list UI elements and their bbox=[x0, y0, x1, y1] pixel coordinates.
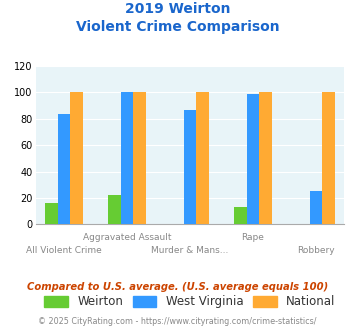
Legend: Weirton, West Virginia, National: Weirton, West Virginia, National bbox=[40, 290, 340, 313]
Bar bbox=[45, 203, 58, 224]
Text: Compared to U.S. average. (U.S. average equals 100): Compared to U.S. average. (U.S. average … bbox=[27, 282, 328, 292]
Text: Murder & Mans...: Murder & Mans... bbox=[151, 246, 229, 255]
Bar bbox=[234, 207, 247, 224]
Bar bbox=[121, 92, 133, 224]
Bar bbox=[247, 94, 259, 224]
Text: © 2025 CityRating.com - https://www.cityrating.com/crime-statistics/: © 2025 CityRating.com - https://www.city… bbox=[38, 317, 317, 326]
Bar bbox=[259, 92, 272, 224]
Text: 2019 Weirton: 2019 Weirton bbox=[125, 2, 230, 16]
Bar bbox=[70, 92, 83, 224]
Text: Rape: Rape bbox=[241, 233, 264, 242]
Bar bbox=[322, 92, 335, 224]
Text: All Violent Crime: All Violent Crime bbox=[26, 246, 102, 255]
Bar bbox=[108, 195, 121, 224]
Bar bbox=[133, 92, 146, 224]
Bar bbox=[196, 92, 209, 224]
Text: Robbery: Robbery bbox=[297, 246, 335, 255]
Bar bbox=[310, 191, 322, 224]
Text: Violent Crime Comparison: Violent Crime Comparison bbox=[76, 20, 279, 34]
Bar bbox=[58, 114, 70, 224]
Text: Aggravated Assault: Aggravated Assault bbox=[83, 233, 171, 242]
Bar bbox=[184, 110, 196, 224]
